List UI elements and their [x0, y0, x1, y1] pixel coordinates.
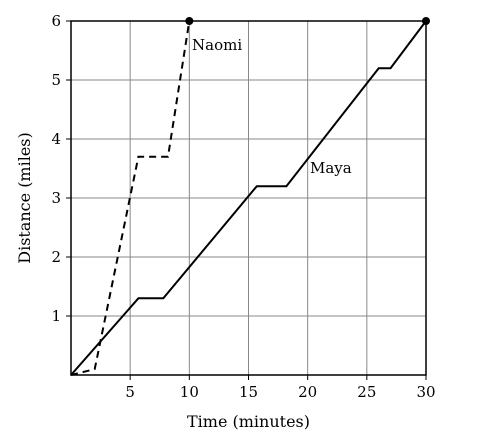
y-tick-label: 4	[51, 130, 61, 148]
series-label-maya: Maya	[310, 159, 352, 177]
grid	[71, 20, 427, 375]
y-axis-label: Distance (miles)	[15, 132, 34, 264]
x-tick-label: 20	[298, 383, 317, 401]
y-tick-label: 1	[51, 307, 61, 325]
x-tick-label: 15	[239, 383, 258, 401]
x-tick-label: 25	[357, 383, 376, 401]
x-tick-label: 5	[125, 383, 135, 401]
y-tick-label: 5	[51, 71, 61, 89]
y-tick-label: 6	[51, 12, 61, 30]
series-line-maya	[70, 20, 427, 376]
x-tick-label: 30	[416, 383, 435, 401]
labels-layer: Naomi Maya	[192, 36, 352, 177]
y-tick-label: 2	[51, 248, 61, 266]
series-line-naomi	[70, 20, 191, 376]
y-tick-label: 3	[51, 189, 61, 207]
x-tick-label: 10	[180, 383, 199, 401]
axes: 5 10 15 20 25 30 1 2 3 4 5 6 Time (minutes) Distance …	[15, 12, 436, 431]
series-label-naomi: Naomi	[192, 36, 242, 54]
x-axis-label: Time (minutes)	[187, 412, 310, 431]
series-layer	[70, 17, 430, 376]
